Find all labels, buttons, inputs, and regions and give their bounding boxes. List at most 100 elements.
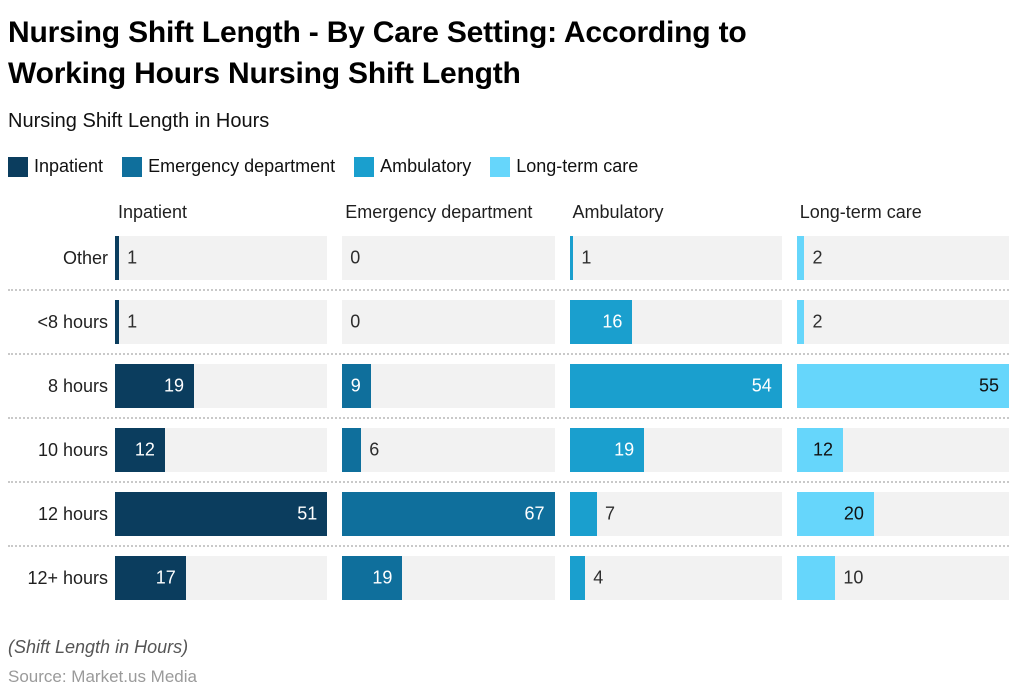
legend-swatch-icon (122, 156, 143, 177)
bar-value-label: 10 (843, 567, 864, 588)
bar-value-label: 19 (372, 567, 393, 588)
legend-swatch-icon (354, 156, 375, 177)
chart-row: 8 hours 19 9 54 55 (8, 355, 1009, 419)
bar-value-label: 7 (605, 503, 616, 524)
row-category-label: 12 hours (37, 503, 108, 524)
row-cells: 17 19 4 10 (115, 556, 1009, 600)
footer-note: (Shift Length in Hours) (8, 637, 189, 657)
chart-row: 10 hours 12 6 19 12 (8, 419, 1009, 483)
bar-value-label: 54 (751, 375, 772, 396)
bar: 20 (796, 492, 874, 536)
bar-track: 2 (796, 300, 1009, 344)
column-header-cells: Inpatient Emergency department Ambulatory L… (115, 202, 1009, 223)
bar-value-label: 0 (350, 311, 361, 332)
bar-track: 7 (569, 492, 782, 536)
legend-item: Inpatient (8, 156, 103, 177)
row-cells: 12 6 19 12 (115, 428, 1009, 472)
chart-subtitle: Nursing Shift Length in Hours (8, 110, 270, 132)
chart-column-headers: Inpatient Emergency department Ambulatory L… (8, 202, 1009, 223)
bar-track: 1 (569, 236, 782, 280)
legend-item: Emergency department (122, 156, 335, 177)
bar (115, 236, 120, 280)
legend-swatch-icon (490, 156, 511, 177)
bar (569, 556, 586, 600)
row-cells: 51 67 7 20 (115, 492, 1009, 536)
chart-row: <8 hours 1 0 16 2 (8, 291, 1009, 355)
bar-value-label: 1 (581, 247, 592, 268)
chart-row: Other 1 0 1 2 (8, 227, 1009, 291)
page-title: Nursing Shift Length - By Care Setting: … (8, 12, 1009, 94)
legend-item: Long-term care (490, 156, 638, 177)
bar-value-label: 2 (812, 311, 823, 332)
row-category-label: Other (62, 247, 108, 268)
chart: Inpatient Emergency department Ambulatory L… (8, 202, 1009, 609)
bar-value-label: 4 (593, 567, 604, 588)
bar-track: 9 (342, 364, 555, 408)
bar-track: 12 (796, 428, 1009, 472)
row-category-label: 12+ hours (27, 567, 108, 588)
row-category-label: <8 hours (37, 311, 108, 332)
bar-track: 16 (569, 300, 782, 344)
bar-value-label: 2 (812, 247, 823, 268)
chart-row: 12+ hours 17 19 4 10 (8, 547, 1009, 609)
bar: 17 (115, 556, 186, 600)
bar-track: 12 (115, 428, 328, 472)
bar-track: 1 (115, 300, 328, 344)
bar-value-label: 17 (155, 567, 176, 588)
bar (342, 428, 362, 472)
bar: 19 (569, 428, 645, 472)
bar (796, 556, 836, 600)
bar-track: 0 (342, 236, 555, 280)
bar-track: 19 (569, 428, 782, 472)
legend-label: Emergency department (148, 156, 336, 176)
bar-track: 19 (342, 556, 555, 600)
legend: Inpatient Emergency department Ambulatory L… (8, 156, 1009, 177)
bar-value-label: 6 (369, 439, 380, 460)
bar-value-label: 1 (127, 247, 138, 268)
bar-value-label: 12 (134, 439, 155, 460)
bar: 19 (342, 556, 403, 600)
bar-value-label: 67 (524, 503, 545, 524)
bar-track: 19 (115, 364, 328, 408)
bar-value-label: 16 (602, 311, 623, 332)
bar: 9 (342, 364, 371, 408)
bar-track: 10 (796, 556, 1009, 600)
legend-label: Long-term care (516, 156, 639, 176)
bar: 19 (115, 364, 195, 408)
bar (569, 492, 597, 536)
legend-label: Inpatient (34, 156, 104, 176)
column-header: Long-term care (799, 202, 922, 222)
bar: 12 (796, 428, 844, 472)
bar-value-label: 55 (978, 375, 999, 396)
legend-item: Ambulatory (354, 156, 471, 177)
bar: 54 (569, 364, 782, 408)
bar-value-label: 12 (813, 439, 834, 460)
bar-value-label: 0 (350, 247, 361, 268)
bar-track: 4 (569, 556, 782, 600)
bar: 55 (796, 364, 1009, 408)
legend-label: Ambulatory (380, 156, 472, 176)
bar (796, 236, 805, 280)
bar (115, 300, 120, 344)
bar: 51 (115, 492, 328, 536)
bar-track: 51 (115, 492, 328, 536)
bar (569, 236, 574, 280)
bar-track: 6 (342, 428, 555, 472)
row-cells: 1 0 1 2 (115, 236, 1009, 280)
bar (796, 300, 805, 344)
row-category-label: 8 hours (47, 375, 108, 396)
row-category-label: 10 hours (37, 439, 108, 460)
bar-value-label: 19 (164, 375, 185, 396)
bar-value-label: 1 (127, 311, 138, 332)
bar-track: 55 (796, 364, 1009, 408)
bar: 16 (569, 300, 633, 344)
chart-row: 12 hours 51 67 7 20 (8, 483, 1009, 547)
column-header: Emergency department (345, 202, 533, 222)
bar-value-label: 19 (614, 439, 635, 460)
bar: 12 (115, 428, 165, 472)
column-header: Inpatient (118, 202, 188, 222)
bar-track: 20 (796, 492, 1009, 536)
bar-track: 1 (115, 236, 328, 280)
legend-swatch-icon (8, 156, 28, 177)
